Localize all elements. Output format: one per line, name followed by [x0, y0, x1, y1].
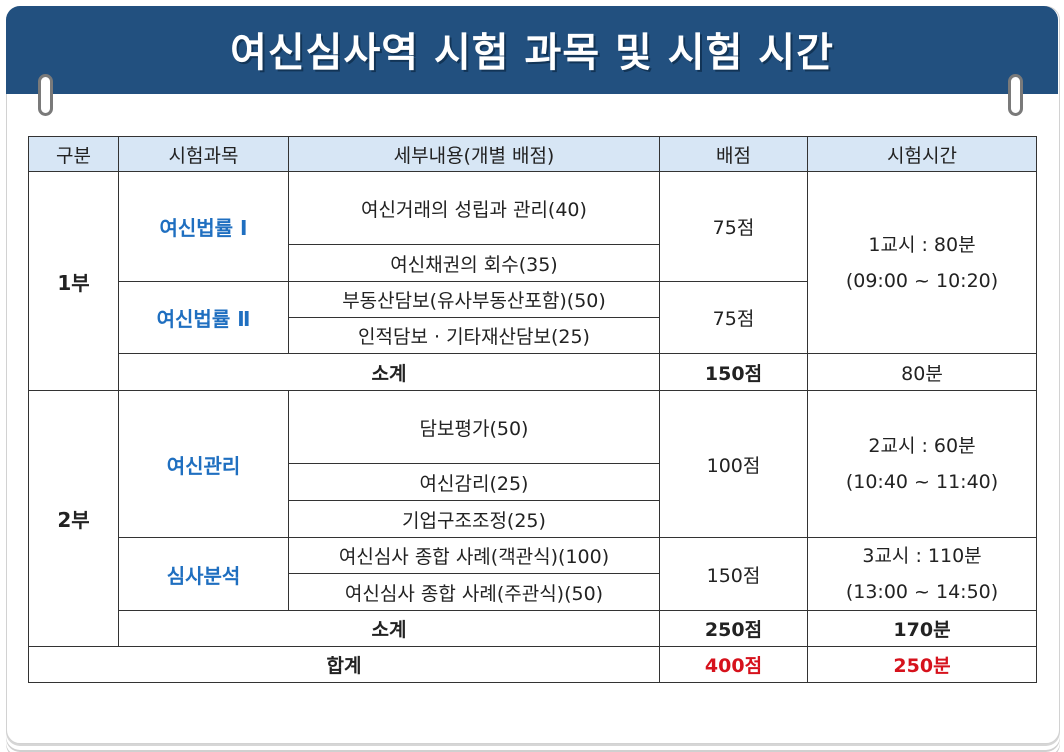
part1-subject1-name: 여신법률 Ⅰ — [118, 171, 289, 282]
part2-subject2-detail2: 여신심사 종합 사례(주관식)(50) — [288, 573, 660, 611]
part2-subject1-score: 100점 — [659, 390, 808, 538]
part2-subject2-time-line2: (13:00 ~ 14:50) — [845, 581, 999, 603]
header-subject: 시험과목 — [118, 136, 289, 172]
part1-subject2-score: 75점 — [659, 281, 808, 354]
header-category: 구분 — [28, 136, 119, 172]
total-label: 합계 — [28, 646, 660, 683]
table-row: 여신심사 종합 사례(주관식)(50) — [29, 573, 1037, 611]
part2-subject1-time-cell: 2교시 : 60분 (10:40 ~ 11:40) — [807, 390, 1037, 538]
total-time: 250분 — [807, 646, 1037, 683]
table-row: 기업구조조정(25) — [29, 500, 1037, 538]
part1-time-line1: 1교시 : 80분 — [868, 233, 976, 256]
part2-subject2-time-cell: 3교시 : 110분 (13:00 ~ 14:50) — [807, 537, 1037, 611]
title-banner: 여신심사역 시험 과목 및 시험 시간 — [6, 6, 1058, 94]
part2-subtotal-time: 170분 — [807, 610, 1037, 647]
binder-ring-left-icon — [38, 74, 53, 116]
part1-subtotal-row: 소계 150점 80분 — [29, 353, 1037, 391]
part1-subject2-name: 여신법률 Ⅱ — [118, 281, 289, 354]
part2-subject2-score: 150점 — [659, 537, 808, 611]
part2-subject1-detail3: 기업구조조정(25) — [288, 500, 660, 538]
header-score: 배점 — [659, 136, 808, 172]
table-row: 심사분석 여신심사 종합 사례(객관식)(100) 150점 3교시 : 110… — [29, 537, 1037, 611]
binder-ring-right-icon — [1008, 74, 1023, 116]
table-row: 1부 여신법률 Ⅰ 여신거래의 성립과 관리(40) 75점 1교시 : 80분… — [28, 171, 1037, 391]
part1-subtotal-time: 80분 — [807, 353, 1037, 391]
part2-subject2-time-line1: 3교시 : 110분 — [862, 545, 982, 567]
part1-subtotal-score: 150점 — [659, 353, 808, 391]
part2-subject1-time-line2: (10:40 ~ 11:40) — [845, 471, 999, 493]
part2-subject2-detail1: 여신심사 종합 사례(객관식)(100) — [288, 537, 660, 574]
part1-subtotal-label: 소계 — [118, 353, 660, 391]
exam-schedule-table: 구분 시험과목 세부내용(개별 배점) 배점 시험시간 1부 여신법률 Ⅰ 여신… — [28, 136, 1037, 683]
part1-time-cell: 1교시 : 80분 (09:00 ~ 10:20) — [807, 171, 1037, 354]
total-score: 400점 — [659, 646, 808, 683]
part2-label: 2부 — [28, 390, 119, 647]
part2-subject1-time-line1: 2교시 : 60분 — [868, 435, 976, 457]
header-time: 시험시간 — [807, 136, 1037, 172]
header-details: 세부내용(개별 배점) — [288, 136, 660, 172]
table-row: 여신감리(25) — [29, 463, 1037, 501]
part1-subject1-score: 75점 — [659, 171, 808, 282]
part2-subject1-detail2: 여신감리(25) — [288, 463, 660, 501]
part2-subject1-detail1: 담보평가(50) — [288, 390, 660, 464]
part1-subject2-detail2: 인적담보 · 기타재산담보(25) — [288, 317, 660, 354]
part2-subtotal-label: 소계 — [118, 610, 660, 647]
part2-subject1-name: 여신관리 — [118, 390, 289, 538]
page-title: 여신심사역 시험 과목 및 시험 시간 — [230, 30, 834, 76]
part2-subject2-name: 심사분석 — [118, 537, 289, 611]
part1-subject1-detail1: 여신거래의 성립과 관리(40) — [288, 171, 660, 245]
table-row: 2부 여신관리 담보평가(50) 100점 2교시 : 60분 (10:40 ~… — [28, 390, 1037, 647]
part2-subtotal-row: 소계 250점 170분 — [29, 610, 1037, 647]
total-row: 합계 400점 250분 — [28, 646, 1037, 683]
part1-subject1-detail2: 여신채권의 회수(35) — [288, 244, 660, 282]
part1-time-line2: (09:00 ~ 10:20) — [845, 269, 999, 292]
part1-subject2-detail1: 부동산담보(유사부동산포함)(50) — [288, 281, 660, 318]
part1-label: 1부 — [28, 171, 119, 391]
part2-subtotal-score: 250점 — [659, 610, 808, 647]
table-header-row: 구분 시험과목 세부내용(개별 배점) 배점 시험시간 — [28, 136, 1037, 172]
